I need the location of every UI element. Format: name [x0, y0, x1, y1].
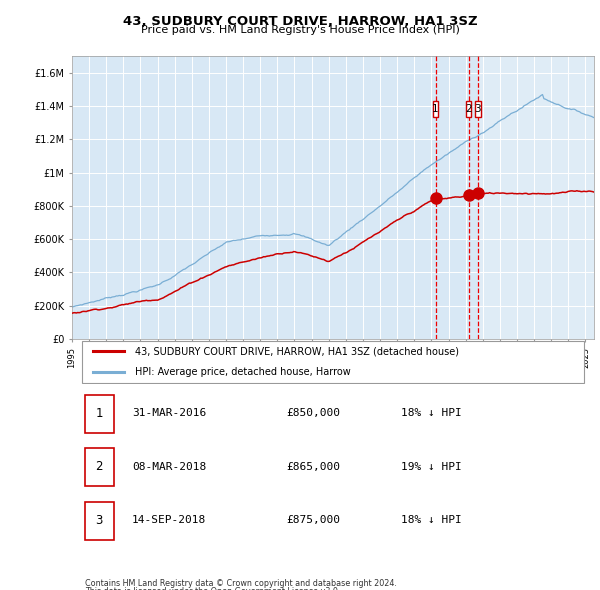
Text: This data is licensed under the Open Government Licence v3.0.: This data is licensed under the Open Gov… — [85, 587, 340, 590]
Text: 18% ↓ HPI: 18% ↓ HPI — [401, 408, 461, 418]
FancyBboxPatch shape — [433, 101, 438, 117]
Text: 1: 1 — [432, 104, 439, 114]
Text: 18% ↓ HPI: 18% ↓ HPI — [401, 515, 461, 525]
Text: 31-MAR-2016: 31-MAR-2016 — [132, 408, 206, 418]
Bar — [478, 56, 594, 339]
Text: 14-SEP-2018: 14-SEP-2018 — [132, 515, 206, 525]
Text: 43, SUDBURY COURT DRIVE, HARROW, HA1 3SZ (detached house): 43, SUDBURY COURT DRIVE, HARROW, HA1 3SZ… — [134, 346, 458, 356]
Text: 43, SUDBURY COURT DRIVE, HARROW, HA1 3SZ: 43, SUDBURY COURT DRIVE, HARROW, HA1 3SZ — [122, 15, 478, 28]
Text: 1: 1 — [95, 407, 103, 419]
FancyBboxPatch shape — [85, 502, 114, 540]
Text: Price paid vs. HM Land Registry's House Price Index (HPI): Price paid vs. HM Land Registry's House … — [140, 25, 460, 35]
Text: 2: 2 — [466, 104, 472, 114]
FancyBboxPatch shape — [475, 101, 481, 117]
Text: £875,000: £875,000 — [286, 515, 340, 525]
Text: 19% ↓ HPI: 19% ↓ HPI — [401, 461, 461, 471]
Text: HPI: Average price, detached house, Harrow: HPI: Average price, detached house, Harr… — [134, 367, 350, 377]
Text: 3: 3 — [95, 514, 103, 527]
Text: 2: 2 — [95, 460, 103, 473]
Text: 08-MAR-2018: 08-MAR-2018 — [132, 461, 206, 471]
FancyBboxPatch shape — [85, 395, 114, 432]
Text: Contains HM Land Registry data © Crown copyright and database right 2024.: Contains HM Land Registry data © Crown c… — [85, 579, 397, 588]
FancyBboxPatch shape — [82, 341, 584, 382]
Text: £865,000: £865,000 — [286, 461, 340, 471]
Text: 3: 3 — [475, 104, 481, 114]
FancyBboxPatch shape — [466, 101, 472, 117]
Text: £850,000: £850,000 — [286, 408, 340, 418]
FancyBboxPatch shape — [85, 448, 114, 486]
